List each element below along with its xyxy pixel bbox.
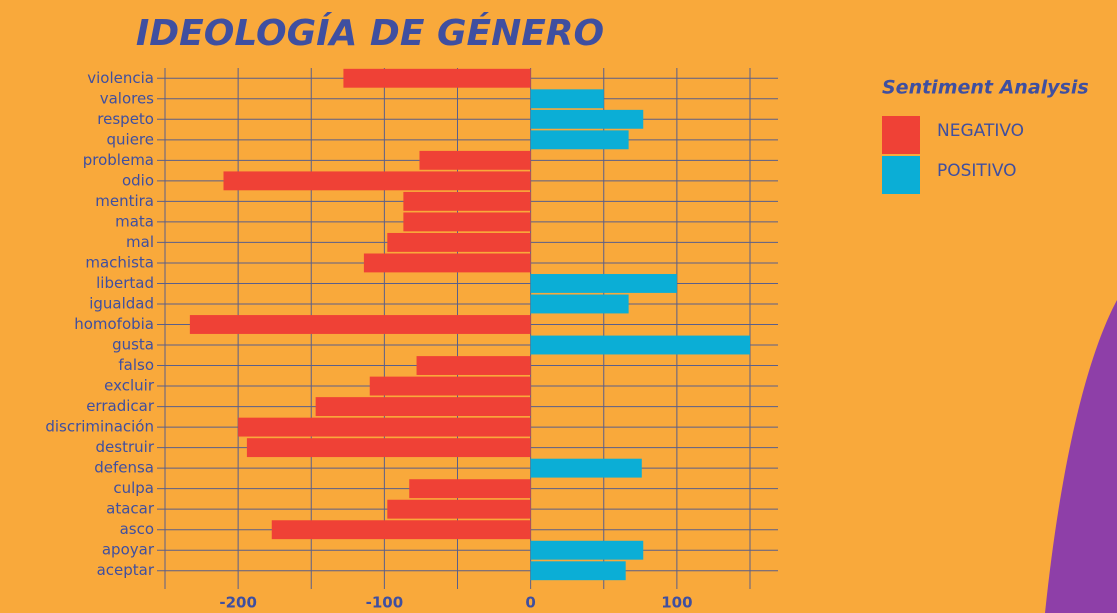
bar bbox=[531, 541, 644, 560]
x-tick-label: 100 bbox=[661, 594, 692, 612]
bar bbox=[343, 69, 530, 88]
bar bbox=[531, 89, 604, 108]
y-tick-label: discriminación bbox=[45, 418, 154, 436]
y-tick-label: mentira bbox=[95, 192, 154, 210]
bar bbox=[316, 397, 531, 416]
y-tick-label: odio bbox=[122, 171, 154, 189]
bar bbox=[224, 171, 531, 190]
y-tick-label: respeto bbox=[97, 110, 154, 128]
legend-swatch bbox=[882, 116, 920, 154]
legend-label: POSITIVO bbox=[937, 161, 1017, 181]
legend-title: Sentiment Analysis bbox=[882, 77, 1089, 99]
bar bbox=[531, 130, 629, 149]
chart-title: IDEOLOGÍA DE GÉNERO bbox=[136, 12, 604, 54]
y-tick-label: valores bbox=[100, 89, 154, 107]
y-tick-label: gusta bbox=[112, 336, 154, 354]
y-tick-label: culpa bbox=[113, 479, 154, 497]
x-tick-label: -100 bbox=[366, 594, 404, 612]
chart: IDEOLOGÍA DE GÉNERO Sentiment Analysis -… bbox=[0, 0, 1117, 613]
bar bbox=[409, 479, 530, 498]
bar bbox=[419, 151, 530, 170]
bar bbox=[531, 561, 626, 580]
y-tick-label: asco bbox=[120, 520, 154, 538]
bar bbox=[387, 500, 530, 519]
bar bbox=[531, 459, 642, 478]
bar bbox=[531, 274, 677, 293]
y-tick-label: excluir bbox=[104, 377, 155, 395]
y-tick-label: erradicar bbox=[86, 397, 155, 415]
bar bbox=[417, 356, 531, 375]
y-tick-label: problema bbox=[83, 151, 154, 169]
y-tick-label: atacar bbox=[106, 500, 155, 518]
bar bbox=[238, 418, 531, 437]
y-tick-label: quiere bbox=[107, 130, 155, 148]
bar bbox=[531, 295, 629, 314]
x-tick-label: 0 bbox=[525, 594, 535, 612]
legend-label: NEGATIVO bbox=[937, 121, 1024, 141]
y-tick-label: libertad bbox=[96, 274, 154, 292]
y-tick-label: aceptar bbox=[97, 561, 155, 579]
bar bbox=[190, 315, 531, 334]
x-tick-label: -200 bbox=[219, 594, 257, 612]
bar bbox=[364, 254, 531, 273]
y-tick-label: violencia bbox=[87, 69, 154, 87]
bar bbox=[272, 520, 531, 539]
legend-swatch bbox=[882, 156, 920, 194]
bar bbox=[531, 110, 644, 129]
y-tick-label: destruir bbox=[96, 438, 155, 456]
y-tick-label: homofobia bbox=[74, 315, 154, 333]
bar bbox=[531, 336, 750, 355]
y-tick-label: defensa bbox=[94, 459, 154, 477]
y-tick-label: falso bbox=[118, 356, 154, 374]
bar bbox=[247, 438, 531, 457]
y-tick-label: machista bbox=[85, 253, 154, 271]
y-tick-label: mal bbox=[126, 233, 154, 251]
bar bbox=[387, 233, 530, 252]
y-tick-label: apoyar bbox=[102, 541, 155, 559]
y-tick-label: mata bbox=[115, 212, 154, 230]
bar bbox=[370, 377, 531, 396]
bar bbox=[403, 192, 530, 211]
bar bbox=[403, 212, 530, 231]
y-tick-label: igualdad bbox=[89, 294, 154, 312]
